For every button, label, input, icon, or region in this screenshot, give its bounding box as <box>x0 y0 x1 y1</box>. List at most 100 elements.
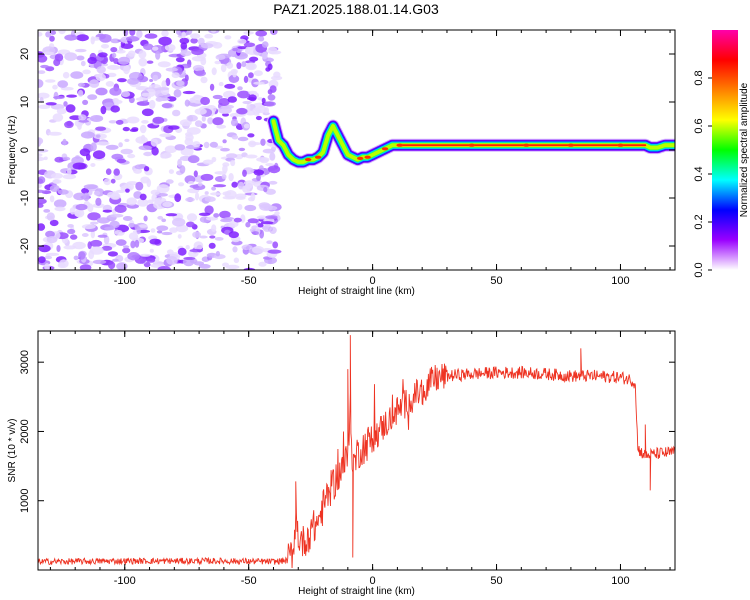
noise-blob <box>215 54 226 60</box>
noise-blob <box>77 82 86 87</box>
noise-blob <box>165 179 174 184</box>
noise-blob <box>241 61 247 68</box>
noise-blob <box>185 245 190 250</box>
noise-blob <box>253 169 264 176</box>
noise-blob <box>96 217 110 224</box>
noise-blob <box>40 64 49 69</box>
noise-blob <box>164 44 176 52</box>
noise-blob <box>220 64 227 73</box>
noise-blob <box>109 87 122 96</box>
noise-blob <box>67 228 76 235</box>
noise-blob <box>171 72 180 79</box>
noise-blob <box>100 105 107 115</box>
x-tick-label: -50 <box>241 275 257 287</box>
noise-blob <box>248 142 262 146</box>
noise-blob <box>214 60 221 65</box>
noise-blob <box>126 197 138 206</box>
noise-blob <box>105 81 115 87</box>
noise-blob <box>43 209 51 213</box>
noise-blob <box>155 96 163 102</box>
noise-blob <box>243 180 256 186</box>
plot-frame <box>37 330 676 571</box>
noise-blob <box>231 181 238 188</box>
noise-blob <box>265 188 276 195</box>
noise-blob <box>180 30 187 33</box>
x-tick-label: -100 <box>114 275 136 287</box>
snr-panel: -100 -50 0 50 100 1000 2000 3000 Height of strai… <box>7 330 676 597</box>
noise-blob <box>230 118 239 127</box>
noise-blob <box>38 137 42 147</box>
noise-blob <box>144 33 158 39</box>
noise-blob <box>95 87 108 96</box>
noise-blob <box>38 189 45 193</box>
noise-blob <box>107 72 117 78</box>
noise-blob <box>90 163 96 167</box>
noise-blob <box>49 219 59 227</box>
noise-blob <box>243 267 256 270</box>
noise-blob <box>243 123 250 129</box>
noise-blob <box>60 86 74 91</box>
noise-blob <box>38 153 43 157</box>
noise-blob <box>112 98 119 103</box>
noise-blob <box>192 64 205 72</box>
noise-blob <box>138 57 148 67</box>
noise-blob <box>233 257 240 264</box>
noise-blob <box>267 89 273 95</box>
noise-blob <box>174 144 186 151</box>
y-axis-label: Frequency (Hz) <box>7 116 18 185</box>
noise-blob <box>172 109 181 117</box>
noise-blob <box>166 96 177 102</box>
noise-blob <box>126 36 140 42</box>
noise-blob <box>78 114 87 121</box>
noise-blob <box>120 43 134 49</box>
noise-blob <box>179 165 186 174</box>
noise-blob <box>156 184 170 194</box>
noise-blob <box>237 86 243 91</box>
noise-blob <box>110 38 121 44</box>
noise-blob <box>90 230 96 239</box>
noise-blob <box>143 166 150 172</box>
noise-blob <box>191 48 204 56</box>
snr-series-line <box>38 335 675 568</box>
noise-blob <box>64 121 74 129</box>
noise-blob <box>126 116 140 124</box>
noise-blob <box>194 108 207 115</box>
noise-blob <box>162 152 172 159</box>
noise-blob <box>211 67 217 76</box>
noise-blob <box>210 30 217 33</box>
noise-blob <box>49 35 55 42</box>
noise-blob <box>247 218 259 224</box>
noise-blob <box>259 157 269 164</box>
noise-blob <box>46 236 58 244</box>
noise-blob <box>96 66 106 74</box>
noise-blob <box>44 255 53 260</box>
noise-blob <box>38 198 47 205</box>
noise-blob <box>113 58 119 64</box>
noise-blob <box>65 104 76 113</box>
noise-blob <box>81 187 90 194</box>
noise-blob <box>80 131 95 139</box>
snr-line-area <box>38 335 675 568</box>
noise-blob <box>115 119 124 125</box>
noise-blob <box>128 223 136 228</box>
noise-blob <box>150 189 160 195</box>
spectrogram-image <box>38 30 675 270</box>
noise-blob <box>137 75 149 83</box>
noise-blob <box>96 134 101 138</box>
noise-blob <box>131 127 139 132</box>
noise-blob <box>157 215 164 220</box>
noise-blob <box>83 184 98 190</box>
noise-blob <box>218 106 232 114</box>
noise-blob <box>149 248 154 253</box>
noise-blob <box>211 224 217 232</box>
noise-blob <box>189 184 201 189</box>
noise-blob <box>124 138 130 142</box>
noise-blob <box>242 169 247 177</box>
noise-blob <box>222 162 230 167</box>
noise-blob <box>102 209 113 213</box>
noise-blob <box>197 37 205 46</box>
noise-blob <box>193 170 198 178</box>
noise-blob <box>127 252 140 261</box>
noise-blob <box>45 230 55 238</box>
noise-blob <box>244 204 257 212</box>
